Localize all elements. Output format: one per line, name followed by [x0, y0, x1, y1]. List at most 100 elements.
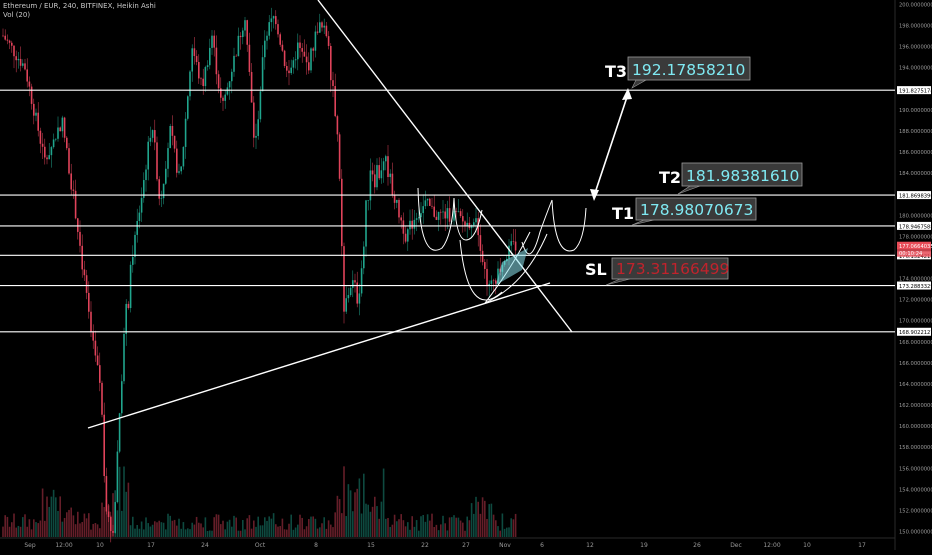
- volume-bar: [103, 507, 105, 537]
- volume-bar: [136, 524, 138, 537]
- volume-bar: [506, 527, 508, 537]
- callout-pointer: [631, 79, 648, 89]
- volume-bar: [222, 520, 224, 537]
- volume-bar: [90, 529, 92, 537]
- volume-bar: [187, 528, 189, 537]
- volume-bar: [492, 514, 495, 537]
- volume-bar: [132, 516, 134, 537]
- volume-bar: [343, 466, 345, 537]
- volume-bar: [261, 525, 264, 537]
- symbol-line: Ethereum / EUR, 240, BITFINEX, Heikin As…: [3, 2, 156, 10]
- candle-body: [90, 311, 92, 332]
- y-tick-label: 172.00000000: [899, 298, 932, 304]
- volume-bar: [15, 527, 17, 537]
- candle-body: [292, 60, 295, 68]
- candle-body: [213, 35, 215, 48]
- volume-bar: [165, 529, 167, 537]
- volume-bar: [237, 530, 240, 537]
- volume-bar: [411, 516, 413, 537]
- x-tick-label: 8: [314, 542, 318, 549]
- volume-bar: [299, 514, 301, 537]
- volume-bar: [382, 468, 385, 537]
- volume-bar: [508, 527, 510, 537]
- volume-bar: [457, 517, 460, 537]
- volume-bar: [486, 518, 488, 537]
- candle-body: [314, 31, 317, 51]
- candle-body: [195, 56, 198, 63]
- candle-body: [85, 275, 88, 293]
- candle-body: [158, 179, 160, 199]
- candle-body: [325, 25, 328, 37]
- candle-body: [389, 173, 391, 178]
- volume-bar: [354, 492, 356, 537]
- volume-bar: [213, 517, 215, 537]
- callout-pointer: [631, 219, 655, 226]
- volume-bar: [26, 526, 28, 537]
- candle-body: [171, 126, 174, 136]
- y-tick-label: 178.00000000: [899, 234, 932, 240]
- candle-body: [297, 42, 299, 60]
- volume-bar: [336, 495, 339, 537]
- candle-body: [237, 35, 240, 57]
- candle-body: [488, 283, 490, 286]
- candle-body: [182, 146, 185, 167]
- volume-bar: [61, 521, 64, 537]
- volume-bar: [171, 520, 174, 537]
- volume-bar: [360, 513, 363, 537]
- candle-body: [33, 103, 35, 116]
- candle-body: [510, 241, 512, 246]
- candle-body: [26, 69, 28, 82]
- candle-body: [176, 148, 178, 173]
- candle-body: [435, 216, 438, 220]
- candle-body: [420, 213, 422, 218]
- volume-bar: [393, 514, 396, 537]
- volume-bar: [112, 493, 114, 537]
- candle-body: [312, 48, 314, 51]
- x-tick-label: 22: [421, 542, 429, 549]
- candle-body: [235, 55, 237, 57]
- volume-bar: [477, 501, 479, 537]
- candle-body: [118, 413, 121, 452]
- current-price-timer: 00:10:24: [899, 251, 923, 257]
- candle-body: [200, 78, 202, 80]
- volume-bar: [407, 522, 409, 537]
- volume-bar: [169, 515, 171, 537]
- candle-body: [193, 48, 196, 57]
- volume-bar: [180, 528, 182, 537]
- volume-bar: [72, 515, 75, 537]
- candle-body: [88, 292, 90, 312]
- candle-body: [275, 16, 277, 25]
- candle-body: [138, 212, 141, 221]
- volume-bar: [264, 517, 266, 537]
- candle-body: [59, 127, 61, 132]
- candle-body: [215, 47, 218, 75]
- volume-bar: [490, 503, 493, 537]
- volume-bar: [129, 525, 132, 537]
- candle-body: [396, 199, 398, 203]
- volume-bar: [303, 529, 306, 537]
- candle-body: [44, 146, 46, 158]
- volume-bar: [107, 505, 110, 537]
- candle-body: [6, 39, 9, 41]
- projection-arc-1: [521, 199, 553, 255]
- candle-body: [253, 102, 255, 138]
- candle-body: [156, 142, 158, 180]
- volume-bar: [77, 511, 79, 537]
- volume-bar: [19, 526, 22, 537]
- candle-body: [129, 264, 132, 308]
- volume-bar: [266, 520, 268, 537]
- volume-bar: [6, 516, 9, 537]
- volume-bar: [385, 518, 387, 537]
- volume-bar: [92, 523, 94, 537]
- candle-body: [46, 157, 48, 160]
- volume-bar: [59, 496, 61, 537]
- candle-body: [116, 451, 119, 503]
- volume-bar: [420, 516, 422, 537]
- volume-bar: [481, 497, 484, 537]
- volume-bar: [363, 473, 365, 537]
- x-tick-label: 17: [858, 542, 866, 549]
- volume-bar: [369, 511, 372, 537]
- candle-body: [154, 130, 156, 143]
